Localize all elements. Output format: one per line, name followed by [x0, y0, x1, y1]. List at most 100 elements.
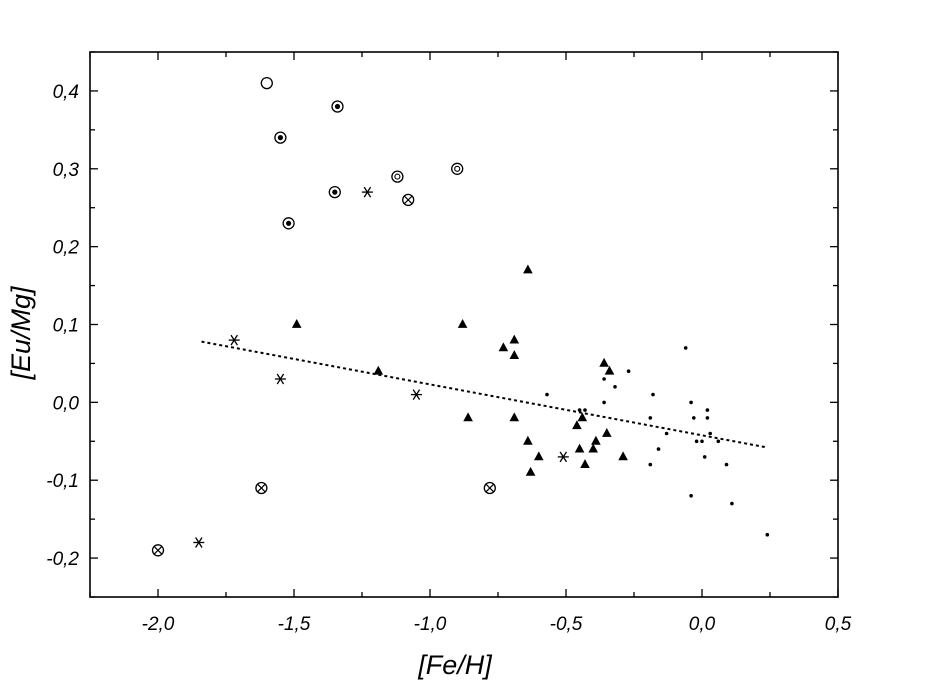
filled-triangle-point — [604, 365, 615, 375]
small-dot-point — [705, 408, 710, 412]
small-dot-shape — [626, 369, 631, 373]
triangle-shape — [577, 412, 588, 422]
triangle-shape — [572, 420, 582, 430]
asterisk-point — [193, 537, 205, 548]
small-dot-shape — [683, 346, 688, 350]
small-dot-shape — [700, 439, 704, 444]
filled-triangle-point — [591, 435, 601, 445]
small-dot-point — [648, 416, 653, 420]
asterisk-stroke — [559, 451, 568, 463]
y-tick-label: 0,1 — [53, 316, 79, 337]
asterisk-point — [228, 334, 240, 346]
open-circle-point — [260, 76, 273, 90]
y-axis-title: [Eu/Mg] — [6, 285, 36, 381]
small-dot-shape — [689, 494, 693, 498]
small-dot-point — [651, 392, 655, 397]
asterisk-point — [557, 451, 569, 463]
filled-triangle-point — [291, 319, 302, 328]
small-dot-point — [765, 532, 770, 537]
filled-triangle-point — [523, 435, 533, 445]
asterisk-stroke — [363, 186, 372, 198]
triangle-shape — [523, 264, 533, 274]
circle-center-dot — [277, 135, 283, 141]
triangle-shape — [604, 365, 615, 375]
small-dot-point — [689, 400, 693, 405]
circle-inner-ring — [394, 173, 401, 180]
triangle-shape — [509, 350, 520, 359]
triangle-shape — [534, 451, 544, 461]
circle-center-dot — [334, 103, 341, 110]
triangle-shape — [373, 365, 384, 375]
cross-stroke — [403, 195, 413, 205]
circle-dot-point — [274, 131, 287, 144]
small-dot-point — [683, 346, 688, 350]
small-dot-point — [664, 431, 669, 436]
filled-triangle-point — [498, 342, 509, 352]
y-tick-label: 0,2 — [53, 238, 80, 259]
cross-stroke — [257, 483, 266, 493]
triangle-shape — [463, 412, 473, 422]
triangle-shape — [291, 319, 302, 328]
small-dot-point — [545, 392, 549, 397]
double-circle-point — [451, 162, 464, 175]
small-dot-shape — [651, 392, 655, 397]
triangle-shape — [599, 357, 609, 367]
small-dot-shape — [602, 377, 606, 381]
circle-outline — [451, 162, 464, 175]
small-dot-shape — [705, 416, 710, 420]
asterisk-point — [410, 389, 422, 400]
triangle-shape — [574, 443, 585, 453]
circle-outline — [260, 76, 273, 90]
small-dot-shape — [694, 439, 699, 444]
data-points-group — [151, 76, 770, 557]
small-dot-shape — [613, 385, 617, 389]
small-dot-shape — [545, 392, 549, 397]
y-tick-label: 0,0 — [53, 393, 80, 414]
circle-outline — [391, 170, 404, 183]
small-dot-shape — [724, 462, 729, 467]
triangle-shape — [525, 466, 536, 476]
small-dot-shape — [577, 408, 582, 412]
asterisk-stroke — [276, 373, 285, 385]
small-dot-point — [700, 439, 704, 444]
filled-triangle-point — [463, 412, 473, 422]
cross-stroke — [153, 545, 163, 555]
x-tick-label: -0,5 — [550, 614, 583, 635]
circle-center-dot — [332, 189, 338, 195]
small-dot-point — [716, 439, 721, 444]
triangle-shape — [509, 412, 520, 422]
filled-triangle-point — [602, 428, 612, 437]
filled-triangle-point — [574, 443, 585, 453]
small-dot-shape — [716, 439, 721, 444]
filled-triangle-point — [373, 365, 384, 375]
y-tick-label: -0,1 — [46, 471, 79, 492]
small-dot-point — [708, 431, 712, 436]
small-dot-shape — [708, 431, 712, 436]
filled-triangle-point — [457, 319, 468, 328]
small-dot-shape — [583, 408, 587, 412]
small-dot-point — [656, 447, 661, 451]
asterisk-stroke — [230, 334, 238, 346]
filled-triangle-point — [577, 412, 588, 422]
asterisk-point — [274, 373, 286, 385]
circled-x-point — [402, 193, 415, 207]
circled-x-point — [255, 481, 268, 495]
small-dot-shape — [648, 416, 653, 420]
small-dot-point — [692, 416, 696, 420]
asterisk-stroke — [412, 389, 421, 400]
tick-labels-group: -2,0 -1,5 -1,0 -0,5 0,0 0,5 -0,2 -0,1 0,0 0,1 0,2 0… — [46, 82, 851, 635]
circle-inner-ring — [454, 165, 461, 172]
small-dot-point — [577, 408, 582, 412]
y-tick-label: -0,2 — [46, 549, 79, 570]
triangle-shape — [591, 435, 601, 445]
small-dot-shape — [692, 416, 696, 420]
small-dot-point — [694, 439, 699, 444]
filled-triangle-point — [534, 451, 544, 461]
asterisk-point — [361, 186, 373, 198]
small-dot-shape — [664, 431, 669, 436]
x-tick-label: 0,0 — [689, 614, 716, 635]
x-tick-label: -1,0 — [414, 614, 447, 635]
small-dot-shape — [702, 455, 707, 459]
x-tick-label: -2,0 — [142, 614, 175, 635]
